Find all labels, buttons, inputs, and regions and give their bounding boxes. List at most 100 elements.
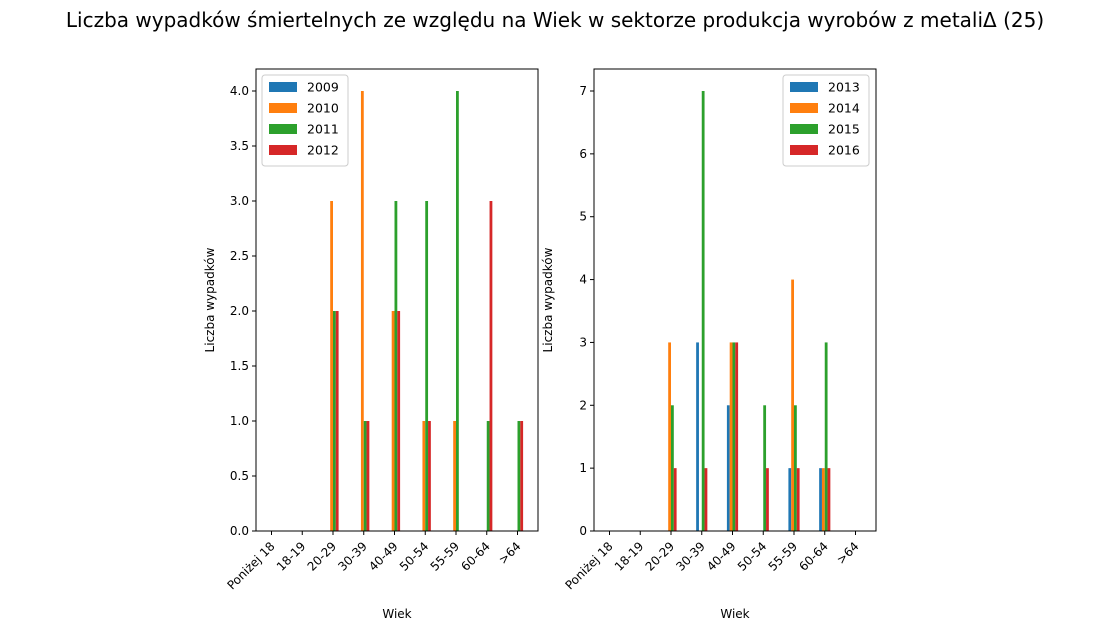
legend-swatch-2015 [790,124,818,134]
bar-2010-20-29 [330,201,333,531]
bar-2012-40-49 [397,311,401,531]
x-axis-label: Wiek [720,607,749,621]
x-tick-label: 40-49 [704,539,739,574]
y-tick-label: 2.5 [230,249,249,263]
plot-frame [255,68,539,532]
chart-title: Liczba wypadków śmiertelnych ze względu … [65,8,1045,32]
legend-label-2011: 2011 [307,122,339,137]
x-tick-label: >64 [496,539,524,567]
legend: 2009 2010 2011 2012 [261,74,349,167]
bar-2016-55-59 [796,468,800,531]
legend-box [261,74,349,167]
legend-label-2015: 2015 [828,122,860,137]
x-tick-label: 40-49 [366,539,401,574]
x-tick-label: 20-29 [643,539,678,574]
bar-2013-55-59 [788,468,792,531]
y-tick-label: 3.5 [230,139,249,153]
bar-2014-60-64 [821,468,825,531]
x-tick-label: 30-39 [673,539,708,574]
bar-2015-40-49 [732,342,736,531]
y-tick-label: 4 [579,273,587,287]
legend-swatch-2014 [790,103,818,113]
x-tick-label: 18-19 [612,539,647,574]
bar-2010-30-39 [360,91,364,531]
y-axis-label: Liczba wypadków [541,247,555,352]
x-tick-label: 55-59 [428,539,463,574]
x-tick-label: >64 [834,539,862,567]
bar-2016-30-39 [704,468,708,531]
bar-2015-55-59 [794,405,797,531]
legend-label-2012: 2012 [307,143,339,158]
y-tick-label: 5 [579,210,587,224]
bar-2012-60-64 [489,201,493,531]
bar-2015-20-29 [671,405,674,531]
bar-2013-30-39 [696,342,699,531]
bar-2013-40-49 [726,405,730,531]
legend-swatch-2016 [790,145,818,155]
y-tick-label: 0.5 [230,469,249,483]
bar-2014-20-29 [668,342,671,531]
bar-2015-30-39 [701,91,705,531]
y-tick-label: 3.0 [230,194,249,208]
bar-2010-50-54 [422,421,426,531]
legend-swatch-2011 [269,124,297,134]
legend-swatch-2009 [269,82,297,92]
y-tick-label: 3 [579,335,587,349]
bar-2011-30-39 [363,421,367,531]
bar-2011-55-59 [456,91,459,531]
legend-swatch-2012 [269,145,297,155]
legend-swatch-2013 [790,82,818,92]
bar-2012-30-39 [366,421,370,531]
x-tick-label: Poniżej 18 [224,539,277,592]
bar-2011->64 [517,421,521,531]
y-tick-label: 0 [579,524,587,538]
legend-label-2014: 2014 [828,101,860,116]
bar-2014-40-49 [729,342,733,531]
bar-2010-40-49 [391,311,395,531]
y-tick-label: 1 [579,461,587,475]
x-tick-label: 50-54 [735,539,770,574]
y-tick-label: 2.0 [230,304,249,318]
legend-label-2016: 2016 [828,143,860,158]
legend-label-2013: 2013 [828,80,860,95]
bar-2011-40-49 [394,201,398,531]
y-tick-label: 1.5 [230,359,249,373]
bar-2012-50-54 [428,421,431,531]
legend-box [782,74,870,167]
bar-2011-20-29 [333,311,336,531]
y-tick-label: 2 [579,398,587,412]
legend: 2013 2014 2015 2016 [782,74,870,167]
x-tick-label: 60-64 [458,539,493,574]
x-tick-label: 60-64 [796,539,831,574]
chart-panel-1: 0.0 0.5 1.0 1.5 2.0 2.5 3.0 3.5 4.0 Poniżej 1818-… [203,68,539,621]
bar-2011-60-64 [486,421,490,531]
y-tick-label: 0.0 [230,524,249,538]
bar-2016-60-64 [827,468,831,531]
x-tick-label: 20-29 [305,539,340,574]
legend-label-2009: 2009 [307,80,339,95]
bar-2015-50-54 [763,405,767,531]
bar-2015-60-64 [824,342,828,531]
y-tick-label: 4.0 [230,84,249,98]
x-axis-label: Wiek [382,607,411,621]
bar-2016-50-54 [766,468,769,531]
bar-2012-20-29 [335,311,339,531]
plot-frame [593,68,877,532]
bar-2014-55-59 [791,279,794,531]
x-tick-label: 50-54 [397,539,432,574]
x-tick-label: 55-59 [766,539,801,574]
chart-panel-2: 0 1 2 3 4 5 6 7 Poniżej 1818-1920-2930-3940-4950… [541,68,877,621]
bar-2016-40-49 [735,342,739,531]
bar-2010-55-59 [453,421,456,531]
legend-swatch-2010 [269,103,297,113]
x-tick-label: Poniżej 18 [562,539,615,592]
x-tick-label: 18-19 [274,539,309,574]
bar-2016-20-29 [673,468,677,531]
bar-2013-60-64 [819,468,822,531]
y-axis-label: Liczba wypadków [203,247,217,352]
legend-label-2010: 2010 [307,101,339,116]
y-tick-label: 6 [579,147,587,161]
y-tick-label: 1.0 [230,414,249,428]
x-tick-label: 30-39 [335,539,370,574]
